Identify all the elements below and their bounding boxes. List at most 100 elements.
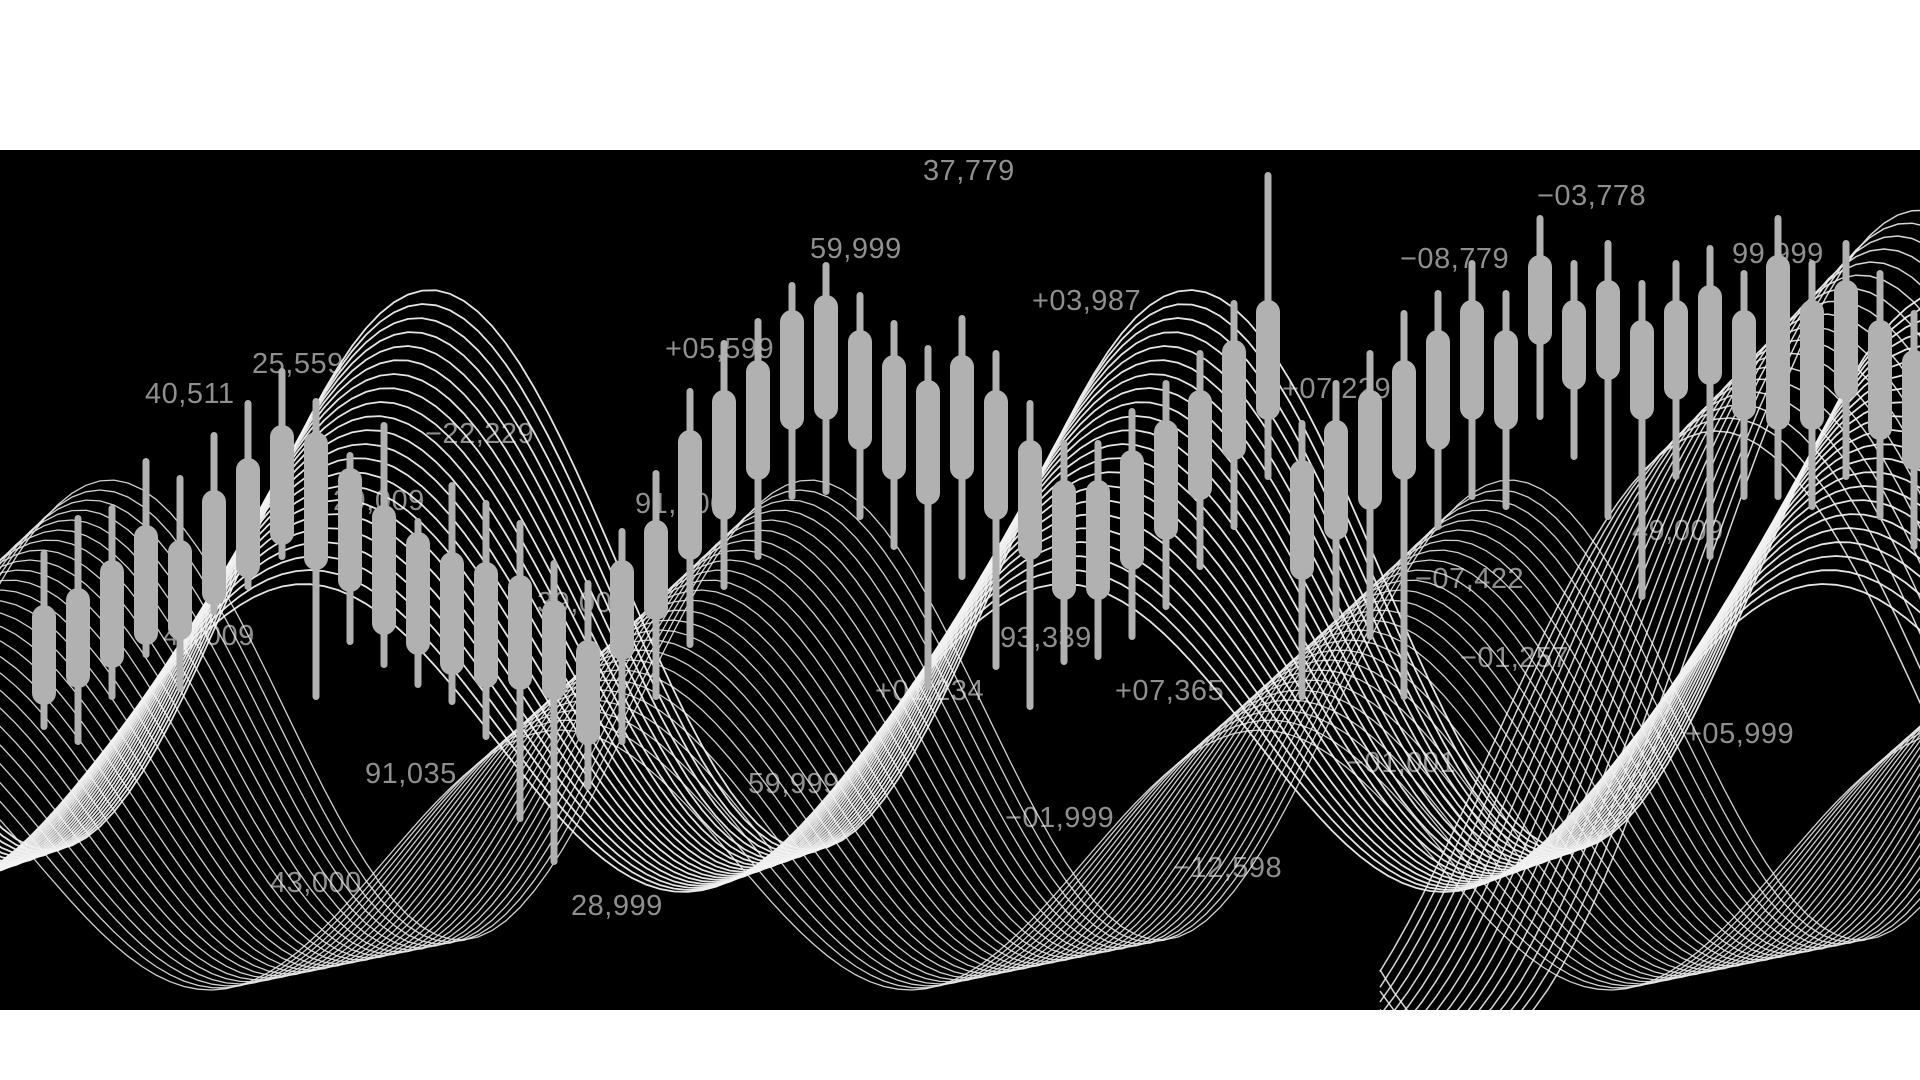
wave-line xyxy=(0,499,1920,945)
price-label: −01,999 xyxy=(1005,802,1115,834)
candle-body xyxy=(1664,300,1688,400)
candle-body xyxy=(372,505,396,635)
candle-wick xyxy=(992,350,1000,670)
candle-wick xyxy=(346,452,354,645)
candle-wick xyxy=(1026,400,1034,710)
candle-body xyxy=(440,552,464,675)
wave-line xyxy=(0,401,1920,867)
candle-wick xyxy=(108,505,116,700)
price-label: 91,900 xyxy=(635,488,727,520)
wave-line xyxy=(0,289,1920,851)
candle-wick xyxy=(1808,260,1816,510)
candle-wick xyxy=(1332,380,1340,620)
price-label: 49,009 xyxy=(163,620,255,652)
candle-body xyxy=(1834,280,1858,400)
candle-body xyxy=(814,295,838,420)
candle-wick xyxy=(754,318,762,560)
candlestick-series xyxy=(32,172,1920,865)
candle-body xyxy=(1902,350,1920,470)
wave-line xyxy=(1393,378,1920,1010)
candle-wick xyxy=(142,458,150,658)
price-label: 39,009 xyxy=(537,587,629,619)
candle-body xyxy=(1698,285,1722,385)
candle-body xyxy=(1188,390,1212,500)
candle-body xyxy=(304,432,328,570)
candle-wick xyxy=(788,282,796,500)
candle-body xyxy=(168,540,192,640)
wave-line xyxy=(0,719,1920,989)
price-label: 40,511 xyxy=(145,378,235,410)
wave-line xyxy=(1467,287,1920,1010)
price-label: −22,229 xyxy=(425,418,535,450)
candle-wick xyxy=(176,475,184,692)
candle-body xyxy=(1596,280,1620,380)
wave-line xyxy=(0,589,1920,963)
price-label: −08,779 xyxy=(1400,243,1510,275)
candle-body xyxy=(1426,330,1450,450)
wave-line xyxy=(0,729,1920,991)
candle-wick xyxy=(1366,350,1374,640)
wave-line xyxy=(1379,430,1920,972)
wave-mesh-and-candles xyxy=(0,172,1920,1010)
wave-line xyxy=(0,489,1920,943)
wave-line xyxy=(1435,326,1920,1010)
price-label: 91,035 xyxy=(365,758,457,790)
wave-line xyxy=(0,599,1920,965)
price-label: +03,987 xyxy=(1032,285,1142,317)
wave-line xyxy=(0,457,1920,875)
candle-body xyxy=(202,490,226,605)
candle-wick xyxy=(958,315,966,580)
wave-line xyxy=(0,373,1920,863)
price-label: 28,999 xyxy=(571,890,663,922)
price-label: −12,598 xyxy=(1173,852,1283,884)
candle-body xyxy=(1358,390,1382,510)
candle-body xyxy=(950,355,974,480)
wave-line xyxy=(0,699,1920,985)
wave-line xyxy=(0,509,1920,947)
candle-wick xyxy=(584,580,592,790)
wave-family xyxy=(0,479,1920,991)
candle-wick xyxy=(482,500,490,740)
price-label: +05,999 xyxy=(1685,718,1795,750)
candle-body xyxy=(1460,300,1484,420)
wave-line xyxy=(0,569,1920,959)
price-label: +01,234 xyxy=(875,675,985,707)
wave-family xyxy=(1379,209,1920,1010)
wave-line xyxy=(0,527,1920,885)
wave-line xyxy=(1379,404,1920,1003)
candle-body xyxy=(712,390,736,520)
candle-body xyxy=(100,560,124,668)
wave-line xyxy=(0,539,1920,953)
candle-body xyxy=(474,562,498,688)
wave-line xyxy=(1499,248,1920,1010)
candle-wick xyxy=(210,432,218,615)
candle-wick xyxy=(1910,310,1918,550)
candle-body xyxy=(1562,300,1586,390)
wave-line xyxy=(0,619,1920,969)
candle-wick xyxy=(1162,380,1170,610)
candle-body xyxy=(508,575,532,690)
wave-line xyxy=(1379,222,1920,1010)
candle-wick xyxy=(1502,290,1510,510)
candle-body xyxy=(746,360,770,480)
price-label: 43,000 xyxy=(270,867,362,899)
candle-wick xyxy=(1672,260,1680,480)
candle-wick xyxy=(1740,270,1748,500)
wave-line xyxy=(0,331,1920,857)
candle-wick xyxy=(312,398,320,700)
wave-line xyxy=(0,679,1920,981)
wave-line xyxy=(1488,261,1920,1010)
wave-line xyxy=(0,689,1920,983)
wave-line xyxy=(0,559,1920,957)
price-label: +05,599 xyxy=(665,333,775,365)
candle-body xyxy=(1528,255,1552,345)
candle-body xyxy=(134,525,158,645)
price-label: −07,422 xyxy=(1415,563,1525,595)
candle-wick xyxy=(1536,215,1544,420)
price-label: 25,559 xyxy=(252,348,344,380)
candle-body xyxy=(848,330,872,450)
wave-line xyxy=(1425,339,1920,1010)
candle-wick xyxy=(652,470,660,700)
candle-body xyxy=(1800,300,1824,430)
